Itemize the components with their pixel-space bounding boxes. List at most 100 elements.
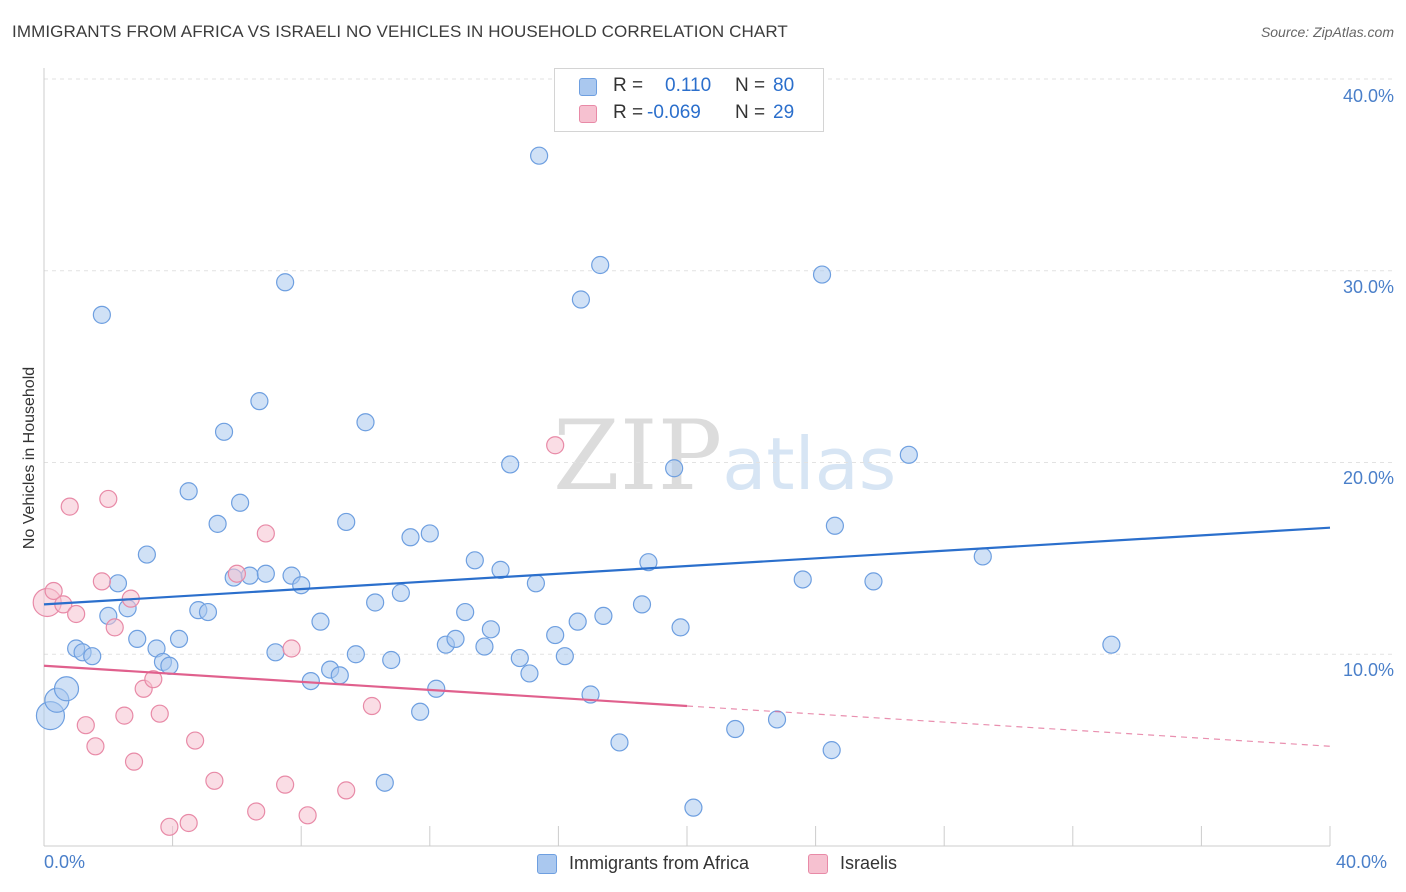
africa-point [337,512,356,532]
africa-point [812,265,832,284]
africa-point [864,572,883,591]
pink-swatch [579,105,597,123]
africa-point [427,679,446,698]
africa-point [108,574,128,593]
africa-point [198,602,218,622]
israeli-point [115,706,134,725]
africa-point [671,618,690,637]
africa-point [292,576,311,595]
r-label: R = [613,75,644,96]
watermark-atlas: atlas [722,422,897,506]
israeli-point [362,696,382,716]
africa-point [401,528,420,547]
israeli-point [44,581,63,601]
africa-point [491,560,510,579]
africa-trend-line [43,526,1331,606]
legend-swatch-blue [537,854,557,874]
africa-point [481,620,500,639]
n-label: N = [735,102,766,123]
africa-point [92,305,111,324]
israeli-point [186,731,205,750]
chart-title: IMMIGRANTS FROM AFRICA VS ISRAELI NO VEH… [12,22,788,41]
africa-point [1102,635,1121,654]
scatter-points [32,146,1121,836]
y-tick-label: 20.0% [1342,468,1394,488]
africa-point [510,648,529,668]
r-label: R = [613,102,644,123]
africa-point [169,629,189,649]
israeli-point [205,771,224,790]
africa-point [571,290,591,309]
africa-point [825,516,844,535]
africa-point [179,482,198,501]
israeli-point [144,670,163,689]
africa-point [501,455,520,474]
israeli-point [99,489,118,509]
israeli-point [298,806,317,825]
n-value: 29 [773,102,795,123]
africa-point [420,524,439,543]
y-tick-label: 40.0% [1342,86,1394,106]
y-tick-label: 10.0% [1342,660,1394,680]
israeli-point [276,775,295,794]
israeli-point [92,572,111,591]
israeli-trend-line [43,664,688,708]
israeli-point [76,716,95,735]
africa-point [665,459,684,478]
israeli-trend-line-extrapolated [686,705,1331,747]
africa-point [391,583,410,602]
africa-point [526,574,545,593]
africa-point [276,273,295,292]
africa-point [546,625,565,645]
israeli-point [150,704,169,723]
n-value: 80 [773,75,795,96]
israeli-point [179,813,198,833]
israeli-point [124,752,144,771]
africa-point [726,719,745,739]
africa-point [311,612,330,631]
trend-lines [43,526,1331,747]
africa-point [632,595,652,614]
africa-point [375,773,394,792]
africa-point [568,612,587,631]
x-tick-label: 40.0% [1336,852,1388,872]
watermark: ZIPatlas [553,400,896,512]
africa-point [793,570,812,589]
legend-label: Immigrants from Africa [569,853,750,873]
africa-point [411,702,430,721]
africa-point [356,413,375,432]
legend-label: Israelis [840,853,898,873]
israeli-point [160,817,179,836]
africa-point [475,637,494,656]
r-value: -0.069 [647,102,701,123]
africa-point [330,666,349,685]
africa-point [214,422,234,441]
legend: Immigrants from Africa Israelis [0,852,1406,878]
israeli-point [227,564,246,583]
africa-point [822,741,841,760]
stats-box: R = 0.110 N = 80 R = -0.069 N = 29 [554,68,824,132]
israeli-point [86,737,105,756]
africa-point [520,664,539,683]
israeli-point [337,781,356,800]
y-tick-label: 30.0% [1342,277,1394,297]
africa-point [684,798,703,817]
israeli-point [256,524,275,543]
africa-point [465,551,484,570]
africa-point [231,493,250,512]
israeli-point [105,618,124,637]
africa-point [382,650,401,670]
africa-point [591,255,610,275]
africa-point [973,547,992,566]
africa-point [899,445,918,464]
n-label: N = [735,75,766,96]
africa-point [266,643,285,662]
legend-swatch-pink [808,854,828,874]
africa-point [250,392,269,411]
africa-point [555,647,574,666]
watermark-zip: ZIP [553,400,723,512]
israeli-point [60,497,79,516]
x-tick-label: 0.0% [44,852,86,872]
africa-point [366,593,385,612]
